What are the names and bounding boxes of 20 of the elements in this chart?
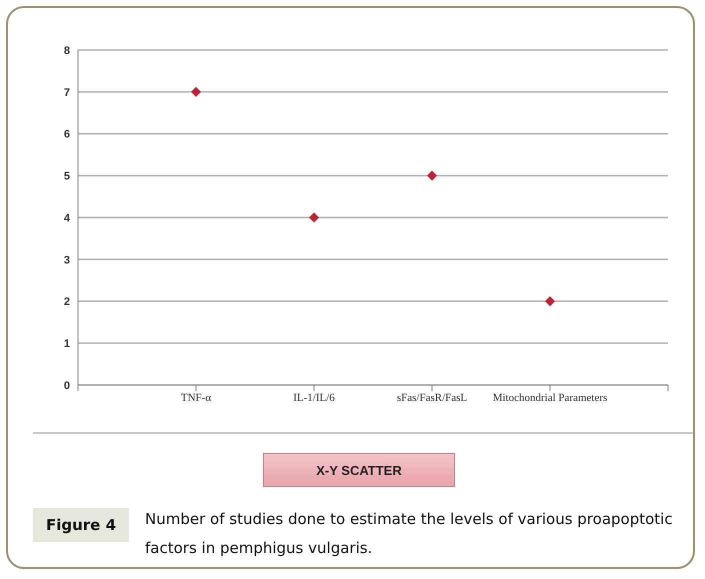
y-tick-label: 7 bbox=[64, 86, 70, 99]
text: X-Y SCATTER bbox=[316, 462, 402, 478]
point bbox=[309, 212, 319, 222]
point bbox=[191, 86, 201, 97]
text: Number of studies done to estimate the levels of various proapoptotic factors in pemphigus vulgaris. bbox=[145, 510, 673, 557]
point bbox=[545, 296, 555, 306]
y-tick-label: 5 bbox=[64, 170, 70, 183]
x-tick-label: sFas/FasR/FasL bbox=[396, 392, 468, 404]
caption: Figure 4 bbox=[46, 516, 116, 534]
y-tick-label: 0 bbox=[64, 380, 70, 392]
y-tick-label: 4 bbox=[64, 212, 71, 224]
point bbox=[427, 170, 437, 181]
y-tick-label: 3 bbox=[64, 254, 70, 266]
x-tick-label: IL-1/IL/6 bbox=[293, 392, 336, 404]
y-tick-label: 8 bbox=[64, 44, 70, 57]
y-tick-label: 1 bbox=[64, 338, 70, 350]
x-tick-label: TNF-α bbox=[180, 392, 212, 404]
x-tick-label: Mitochondrial Parameters bbox=[492, 392, 608, 404]
y-tick-label: 6 bbox=[64, 128, 70, 141]
y-tick-label: 2 bbox=[64, 296, 70, 308]
